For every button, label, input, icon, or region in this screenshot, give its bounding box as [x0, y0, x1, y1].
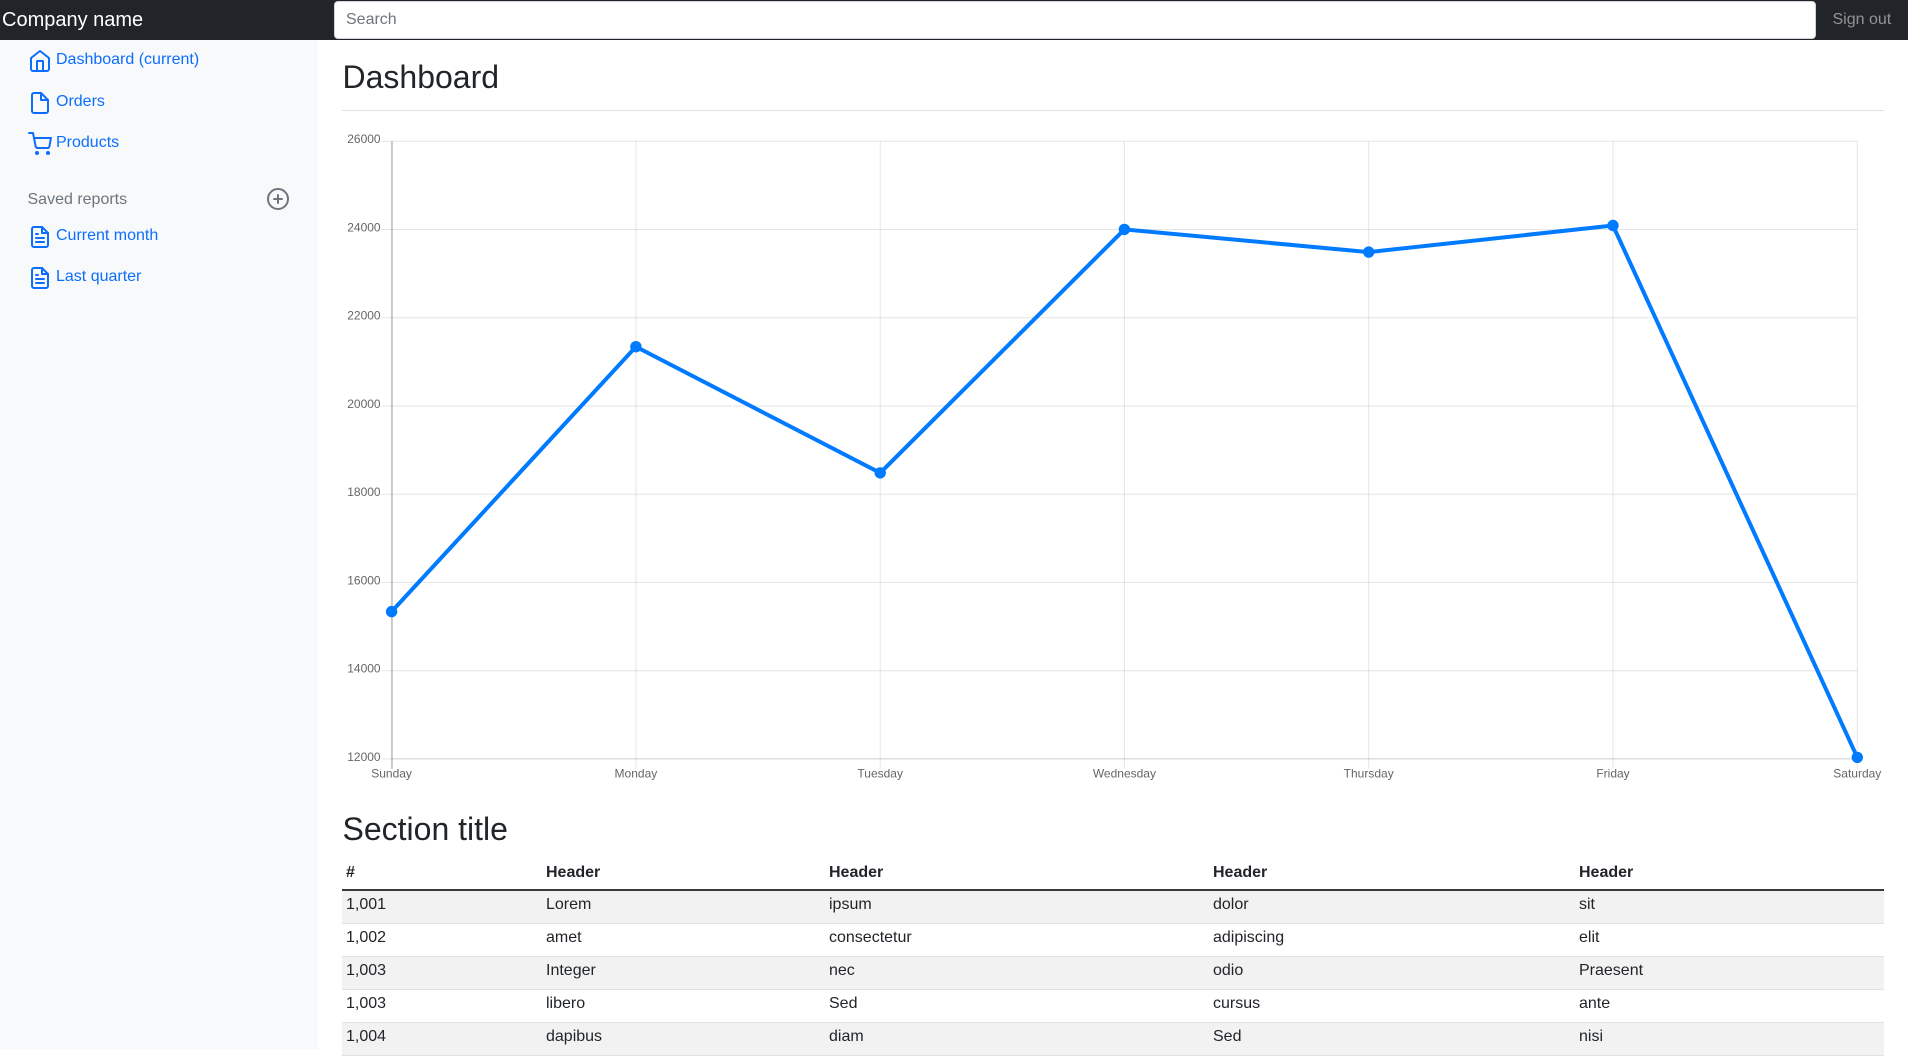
- svg-text:26000: 26000: [347, 132, 381, 146]
- svg-text:Saturday: Saturday: [1833, 767, 1881, 781]
- svg-text:Sunday: Sunday: [371, 767, 412, 781]
- svg-text:20000: 20000: [347, 397, 381, 411]
- svg-text:Friday: Friday: [1596, 767, 1629, 781]
- svg-text:Monday: Monday: [615, 767, 658, 781]
- svg-text:22000: 22000: [347, 309, 381, 323]
- svg-text:12000: 12000: [347, 750, 381, 764]
- svg-text:Thursday: Thursday: [1344, 767, 1394, 781]
- svg-text:Wednesday: Wednesday: [1093, 767, 1156, 781]
- svg-text:Tuesday: Tuesday: [857, 767, 903, 781]
- svg-text:16000: 16000: [347, 573, 381, 587]
- svg-text:14000: 14000: [347, 662, 381, 676]
- svg-text:18000: 18000: [347, 485, 381, 499]
- svg-text:24000: 24000: [347, 220, 381, 234]
